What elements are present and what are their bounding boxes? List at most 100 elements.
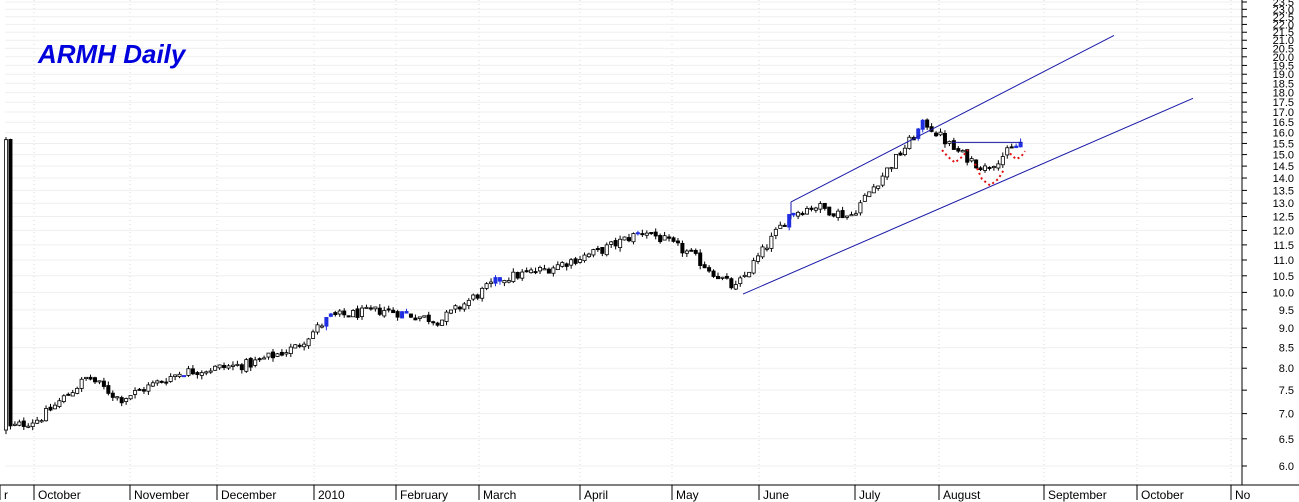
candle bbox=[613, 237, 618, 250]
candle bbox=[640, 229, 645, 237]
candle bbox=[342, 308, 347, 318]
candle bbox=[649, 231, 654, 235]
candle bbox=[408, 313, 413, 318]
candle bbox=[813, 206, 818, 213]
candle bbox=[560, 261, 565, 268]
lower-channel-line bbox=[742, 97, 1194, 295]
y-tick-label: 6.5 bbox=[1279, 434, 1294, 446]
candle bbox=[635, 230, 640, 236]
candle bbox=[328, 312, 333, 318]
candle bbox=[747, 271, 752, 278]
candle bbox=[546, 267, 551, 274]
candle bbox=[155, 379, 160, 386]
candle bbox=[222, 362, 227, 371]
candle bbox=[1009, 143, 1014, 149]
candle bbox=[413, 314, 418, 321]
candle bbox=[538, 265, 543, 274]
candle bbox=[333, 310, 338, 317]
candle bbox=[110, 390, 115, 401]
y-tick-label: 15.0 bbox=[1273, 150, 1294, 162]
y-tick-label: 17.5 bbox=[1273, 97, 1294, 109]
candle bbox=[79, 377, 84, 392]
candle bbox=[969, 156, 974, 163]
candle bbox=[965, 149, 970, 166]
x-tick-label: May bbox=[676, 488, 699, 502]
candle bbox=[667, 234, 672, 242]
candle bbox=[800, 211, 805, 216]
candle bbox=[871, 183, 876, 194]
x-tick-label: September bbox=[1048, 488, 1107, 502]
y-tick-label: 15.5 bbox=[1273, 138, 1294, 150]
candle bbox=[128, 395, 133, 401]
candle bbox=[52, 402, 57, 410]
y-tick-label: 7.5 bbox=[1279, 385, 1294, 397]
candle bbox=[987, 166, 992, 171]
candle bbox=[845, 215, 850, 220]
candle bbox=[306, 337, 311, 349]
candle bbox=[391, 307, 396, 314]
candle bbox=[925, 118, 930, 130]
candle bbox=[489, 278, 494, 288]
candle bbox=[302, 341, 307, 351]
candle bbox=[751, 257, 756, 275]
candle bbox=[822, 202, 827, 211]
candle bbox=[355, 305, 360, 320]
candle bbox=[133, 387, 138, 399]
candle bbox=[12, 421, 17, 427]
candle bbox=[658, 233, 663, 244]
x-tick-label: March bbox=[483, 488, 516, 502]
candle bbox=[920, 119, 925, 133]
candle bbox=[497, 277, 502, 285]
candle bbox=[217, 364, 222, 370]
candle bbox=[400, 311, 405, 319]
y-tick-label: 6.0 bbox=[1279, 461, 1294, 473]
candle bbox=[978, 166, 983, 172]
candle bbox=[760, 244, 765, 259]
x-tick-label: June bbox=[763, 488, 789, 502]
candle bbox=[70, 389, 75, 397]
candle bbox=[248, 357, 253, 372]
candle bbox=[880, 172, 885, 188]
candle bbox=[506, 277, 511, 284]
candle bbox=[359, 305, 364, 320]
candle bbox=[555, 261, 560, 270]
y-tick-label: 14.0 bbox=[1273, 173, 1294, 185]
candle bbox=[738, 275, 743, 287]
candle bbox=[208, 367, 213, 374]
candle bbox=[377, 304, 382, 317]
candle bbox=[582, 252, 587, 263]
candle bbox=[440, 319, 445, 326]
candle bbox=[520, 269, 525, 281]
y-tick-label: 13.5 bbox=[1273, 185, 1294, 197]
candle bbox=[57, 397, 62, 409]
candle bbox=[190, 365, 195, 376]
candle bbox=[716, 272, 721, 280]
candle bbox=[404, 308, 409, 314]
candle bbox=[733, 280, 738, 291]
candle bbox=[698, 249, 703, 270]
candle bbox=[226, 364, 231, 370]
candle bbox=[524, 267, 529, 273]
x-tick-label: 2010 bbox=[318, 488, 345, 502]
y-tick-label: 19.0 bbox=[1273, 69, 1294, 81]
y-tick-label: 18.0 bbox=[1273, 88, 1294, 100]
candle bbox=[604, 242, 609, 257]
y-axis: 6.0 6.5 7.0 7.5 8.0 8.5 9.0 9.5 10.0 10.5 11.0 11.5… bbox=[1241, 0, 1294, 485]
x-tick-label: February bbox=[400, 488, 448, 502]
x-tick-label: October bbox=[38, 488, 81, 502]
candle bbox=[600, 247, 605, 257]
candle bbox=[809, 205, 814, 212]
candle bbox=[934, 131, 939, 138]
candle bbox=[39, 419, 44, 423]
y-tick-label: 10.5 bbox=[1273, 271, 1294, 283]
candle bbox=[707, 265, 712, 273]
candle bbox=[515, 271, 520, 280]
head bbox=[974, 163, 1005, 187]
candle bbox=[319, 323, 324, 329]
candle bbox=[146, 382, 151, 395]
y-tick-label: 19.5 bbox=[1273, 60, 1294, 72]
candle bbox=[346, 315, 351, 318]
candle bbox=[609, 240, 614, 248]
candle bbox=[947, 140, 952, 147]
candle bbox=[684, 249, 689, 257]
